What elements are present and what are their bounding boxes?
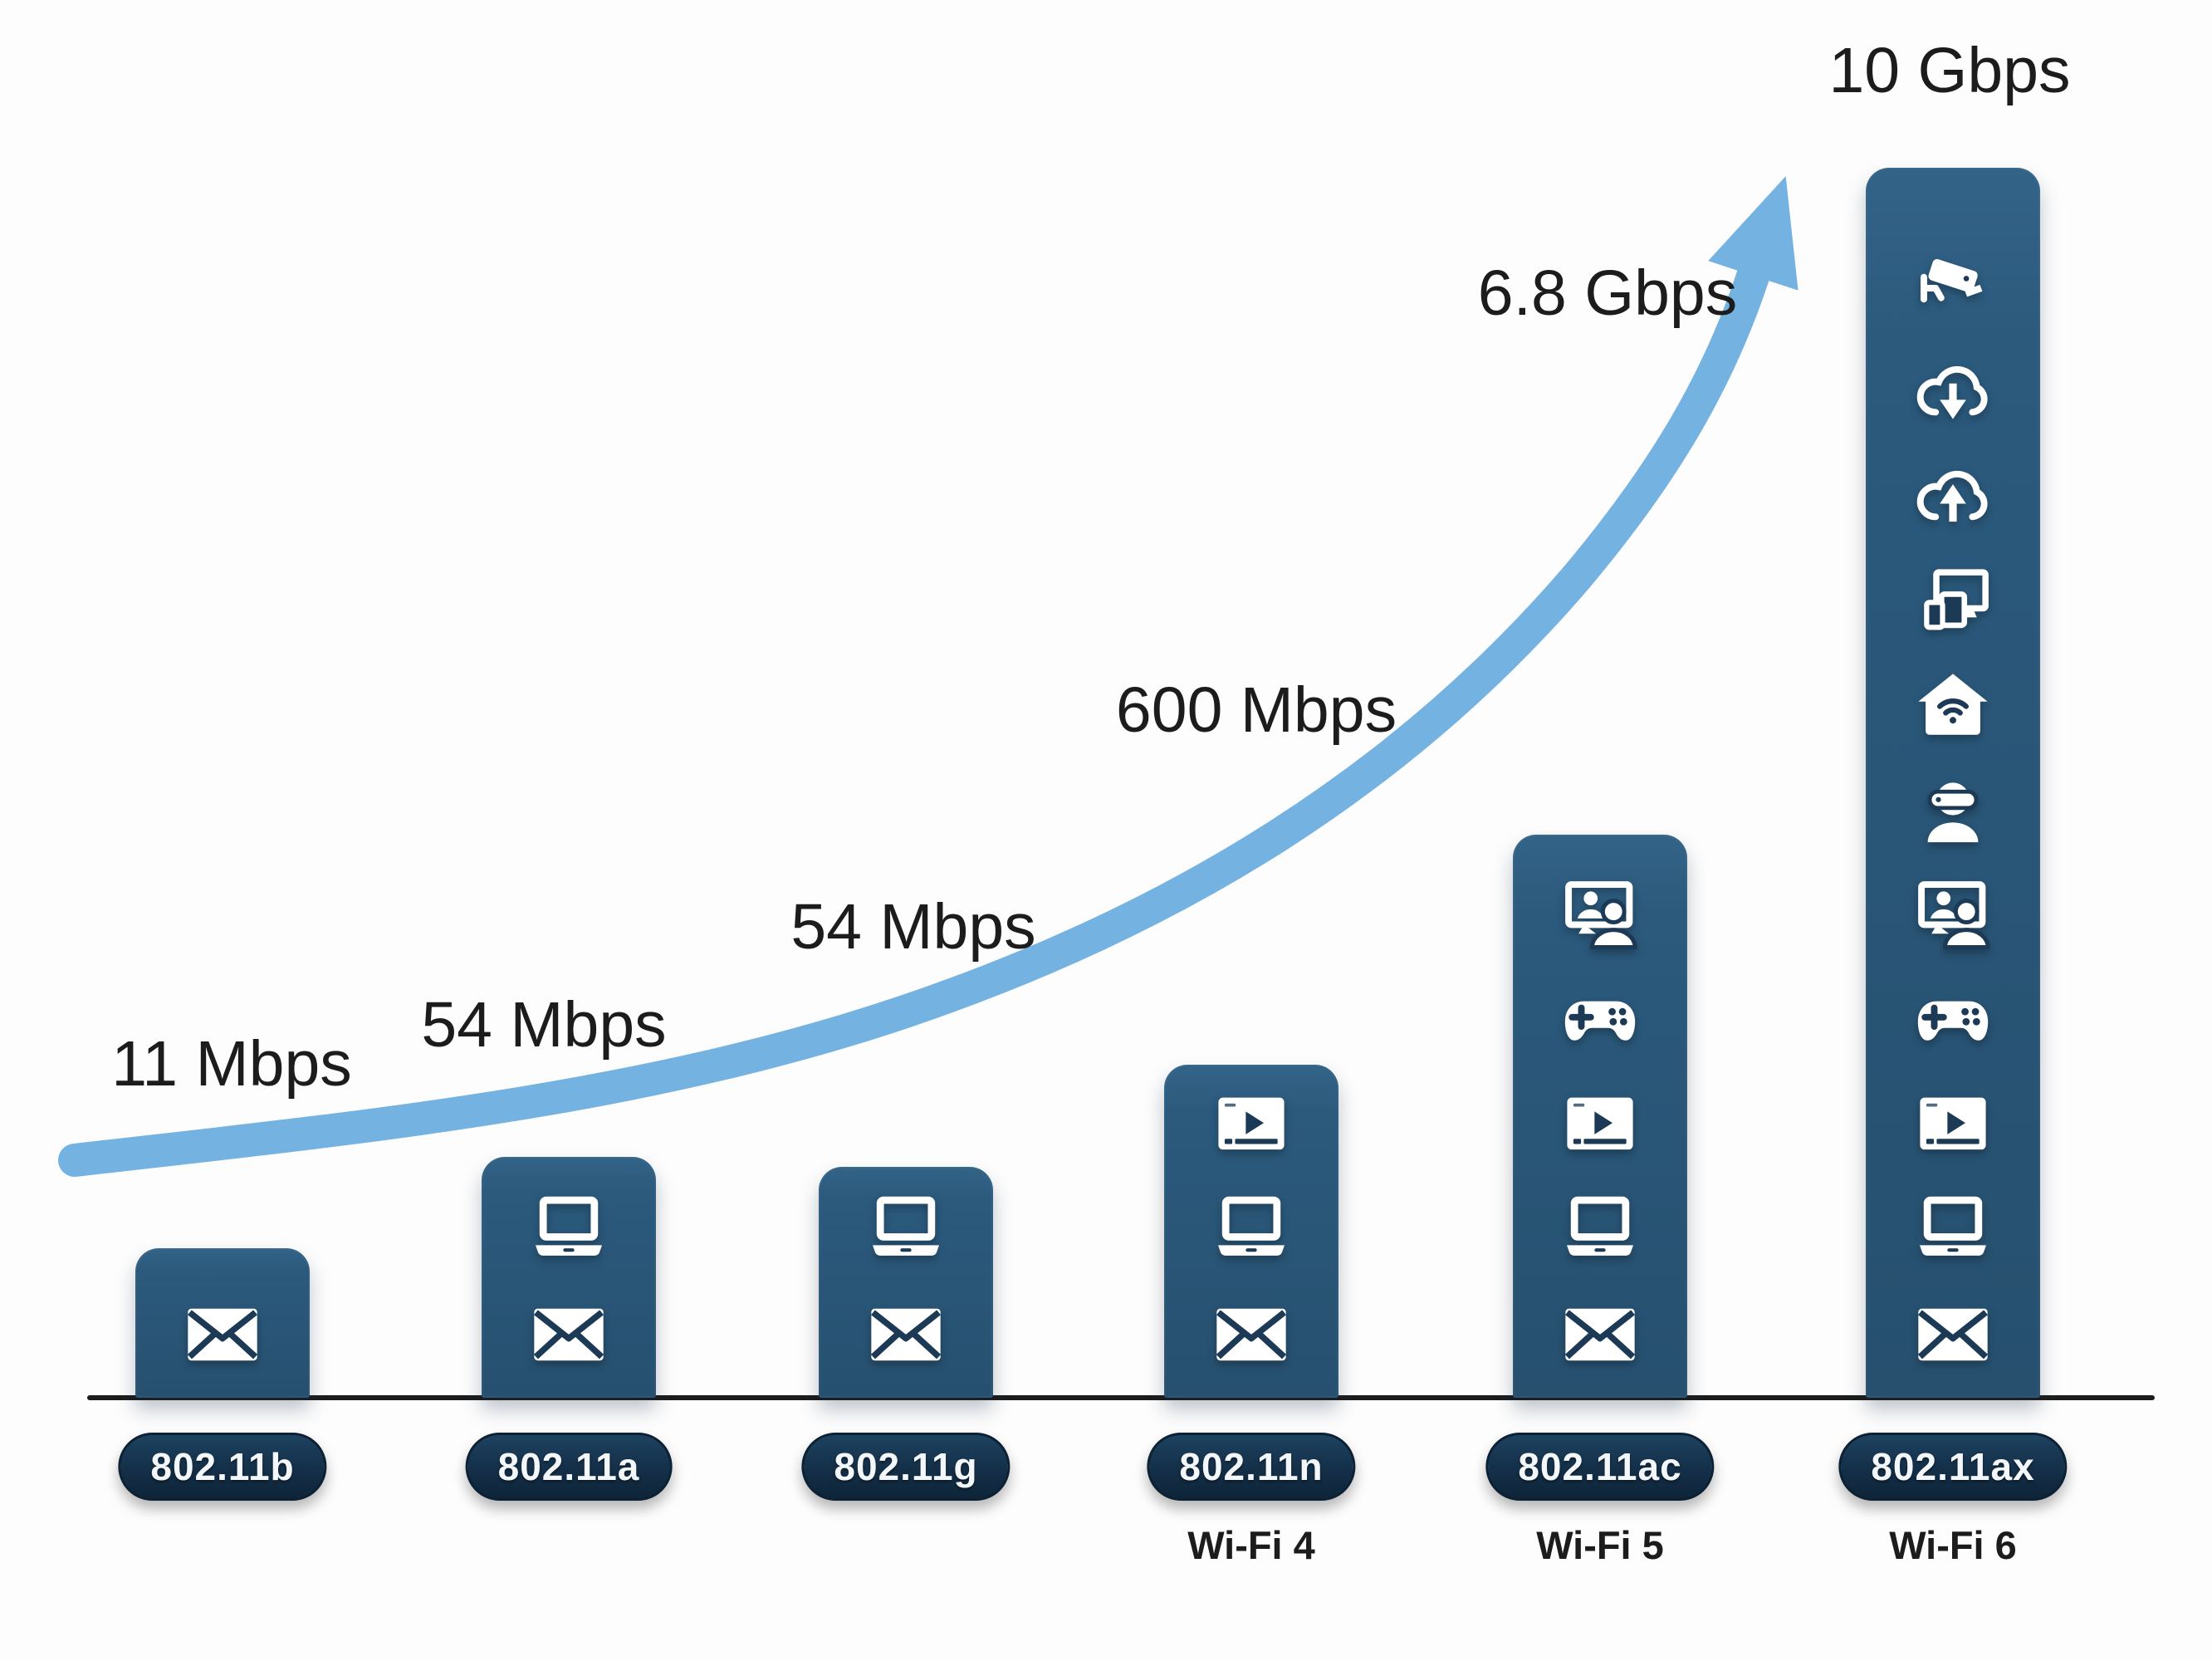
laptop-icon xyxy=(1559,1188,1642,1271)
gaming-icon xyxy=(1911,979,1994,1062)
video-streaming-icon xyxy=(1911,1084,1994,1167)
bar-group: 802.11ac Wi-Fi 5 xyxy=(1485,0,1715,1661)
video-streaming-icon xyxy=(1210,1084,1293,1167)
standard-pill: 802.11a xyxy=(465,1433,673,1501)
speed-label: 54 Mbps xyxy=(421,989,667,1061)
laptop-icon xyxy=(864,1188,947,1271)
x-axis-line xyxy=(87,1395,2155,1400)
wifi-generation-label: Wi-Fi 5 xyxy=(1536,1523,1664,1567)
wifi-generation-label: Wi-Fi 4 xyxy=(1187,1523,1315,1567)
email-icon xyxy=(1911,1293,1994,1376)
email-icon xyxy=(864,1293,947,1376)
email-icon xyxy=(1210,1293,1293,1376)
bar-icons xyxy=(1513,835,1687,1398)
standard-pill: 802.11ax xyxy=(1838,1433,2068,1501)
email-icon xyxy=(181,1293,264,1376)
bar-icons xyxy=(1866,168,2040,1398)
laptop-icon xyxy=(1911,1188,1994,1271)
speed-label: 54 Mbps xyxy=(790,891,1036,963)
vr-headset-icon xyxy=(1911,770,1994,853)
bar-group: 802.11n Wi-Fi 4 xyxy=(1147,0,1356,1661)
cloud-upload-icon xyxy=(1911,456,1994,539)
standard-bar xyxy=(482,1157,656,1398)
standard-label: 802.11g xyxy=(834,1445,978,1488)
video-conference-icon xyxy=(1559,875,1642,958)
standard-pill: 802.11n xyxy=(1147,1433,1356,1501)
bar-icons xyxy=(1164,1065,1338,1398)
speed-label: 600 Mbps xyxy=(1115,674,1397,746)
bar-icons xyxy=(135,1248,310,1398)
standard-bar xyxy=(1866,168,2040,1398)
laptop-icon xyxy=(1210,1188,1293,1271)
standard-bar xyxy=(1513,835,1687,1398)
speed-label: 10 Gbps xyxy=(1828,35,2071,106)
cloud-download-icon xyxy=(1911,351,1994,434)
wifi-generation-label: Wi-Fi 6 xyxy=(1889,1523,2017,1567)
speed-label: 6.8 Gbps xyxy=(1477,257,1738,329)
bar-icons xyxy=(482,1157,656,1398)
smart-home-icon xyxy=(1911,665,1994,748)
gaming-icon xyxy=(1559,979,1642,1062)
growth-curve xyxy=(58,176,1798,1177)
standard-label: 802.11n xyxy=(1179,1445,1324,1488)
standard-bar xyxy=(819,1167,993,1398)
video-conference-icon xyxy=(1911,875,1994,958)
standard-label: 802.11a xyxy=(497,1445,640,1488)
laptop-icon xyxy=(527,1188,610,1271)
standard-pill: 802.11ac xyxy=(1485,1433,1715,1501)
standard-pill: 802.11b xyxy=(118,1433,327,1501)
standard-label: 802.11b xyxy=(150,1445,295,1488)
video-streaming-icon xyxy=(1559,1084,1642,1167)
multi-device-icon xyxy=(1911,561,1994,644)
bar-group: 802.11a xyxy=(465,0,673,1661)
standard-bar xyxy=(135,1248,310,1398)
standard-pill: 802.11g xyxy=(801,1433,1011,1501)
bar-group: 802.11g xyxy=(801,0,1011,1661)
standard-label: 802.11ac xyxy=(1518,1445,1682,1488)
security-camera-icon xyxy=(1911,247,1994,330)
email-icon xyxy=(527,1293,610,1376)
email-icon xyxy=(1559,1293,1642,1376)
bar-group: 802.11ax Wi-Fi 6 xyxy=(1838,0,2068,1661)
bar-icons xyxy=(819,1167,993,1398)
speed-label: 11 Mbps xyxy=(111,1028,352,1100)
standard-label: 802.11ax xyxy=(1871,1445,2035,1488)
standard-bar xyxy=(1164,1065,1338,1398)
bar-group: 802.11b xyxy=(118,0,327,1661)
